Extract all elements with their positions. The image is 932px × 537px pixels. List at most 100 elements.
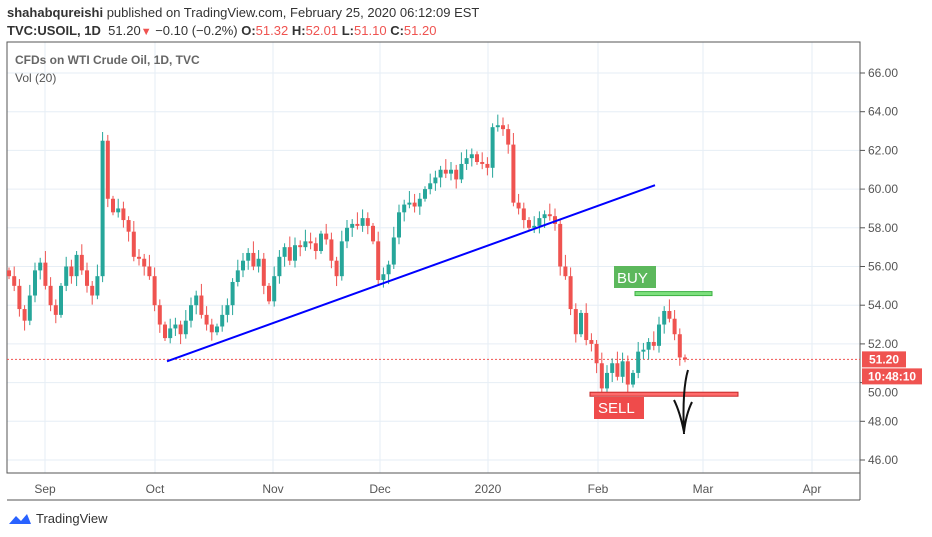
candle-body [33,270,37,296]
candle-body [308,241,313,244]
candle-body [547,214,552,217]
candle-body [7,270,11,277]
candle-body [610,363,615,373]
candle-body [95,276,100,296]
candle-body [516,202,521,209]
candle-body [189,305,193,321]
candle-body [573,309,578,335]
candle-body [147,266,152,277]
volume-legend: Vol (20) [15,71,57,85]
x-tick-label: Nov [262,482,283,496]
candle-body [454,169,459,180]
buy-label-box [614,266,656,288]
candle-body [391,237,396,265]
y-tick-label: 52.00 [868,337,898,351]
l-label: L: [341,23,355,38]
candle-body [220,314,225,327]
plot-border [6,41,861,474]
candle-body [215,326,219,333]
candle-body [371,225,375,242]
candle-body [579,312,583,335]
symbol: TVC:USOIL, 1D [7,23,101,38]
candle-body [126,220,131,232]
low: 51.10 [354,23,387,38]
y-tick-label: 46.00 [868,453,898,467]
candle-body [282,247,287,257]
o-label: O: [241,23,256,38]
candle-body [90,285,95,296]
candle-body [48,285,53,306]
candle-body [204,314,209,325]
publish-info: shahabqureishi published on TradingView.… [7,5,479,20]
candle-body [298,245,303,248]
candle-body [490,127,495,168]
candle-body [355,223,360,226]
candle-body [64,266,69,286]
last-price-badge [862,351,906,368]
candle-body [121,208,126,221]
candle-body [329,239,334,261]
y-tick-label: 62.00 [868,143,898,157]
candle-body [532,225,537,228]
candle-body [594,343,599,364]
candle-body [22,309,27,321]
close: 51.20 [403,23,437,38]
candle-body [74,254,79,277]
candle-body [79,254,84,271]
candle-body [631,372,635,385]
candle-body [521,208,526,221]
candle-body [225,305,230,315]
ohlc-bar: TVC:USOIL, 1D 51.20▼ −0.10 (−0.2%) O:51.… [7,23,436,38]
last-price: 51.20 [108,23,141,38]
down-arrow-drawing [673,369,693,435]
candle-body [345,227,349,242]
tradingview-logo-icon [9,513,31,524]
high: 52.01 [305,23,339,38]
trend-line [166,184,656,363]
x-tick-label: Feb [588,482,609,496]
candle-body [178,324,183,335]
candle-body [137,256,141,259]
candle-body [163,324,167,339]
candle-body [537,218,542,226]
candle-body [131,231,136,257]
open: 51.32 [255,23,289,38]
candle-body [17,285,22,310]
candle-body [277,256,282,277]
x-tick-label: Sep [34,482,56,496]
candle-body [287,247,292,261]
author[interactable]: shahabqureishi [7,5,104,20]
x-tick-label: Oct [146,482,165,496]
candle-body [620,361,625,377]
tradingview-logo[interactable]: TradingView [8,511,108,526]
sell-label: SELL [598,400,635,417]
y-tick-label: 58.00 [868,221,898,235]
candle-body [558,223,563,267]
candle-body [27,295,32,321]
sell-label-box [594,397,644,419]
candle-body [589,340,594,344]
candle-body [105,140,110,199]
candle-body [443,169,448,174]
countdown-badge [862,368,922,385]
candle-body [459,163,464,180]
candle-body [43,262,48,286]
candle-body [69,266,74,277]
candle-body [553,216,557,224]
candle-body [495,125,500,128]
candle-body [599,363,604,389]
candle-body [506,129,511,145]
candle-body [324,233,329,240]
candle-body [319,233,323,252]
sell-level-line [589,391,739,397]
change: −0.10 (−0.2%) [155,23,238,38]
candle-body [423,189,427,199]
y-tick-label: 50.00 [868,385,898,399]
last-price-label: 51.20 [869,352,899,366]
candle-body [100,140,105,277]
candle-body [272,276,277,302]
h-label: H: [291,23,306,38]
candle-body [407,202,412,205]
candle-body [261,258,266,286]
